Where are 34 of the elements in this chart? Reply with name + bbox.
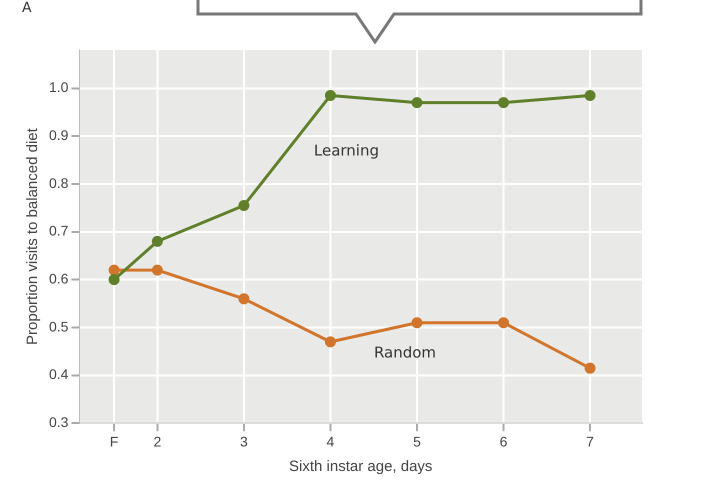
x-tick-label: 4 [326, 433, 335, 450]
x-tick-label: 2 [153, 433, 162, 450]
point [324, 336, 336, 348]
x-axis-title: Sixth instar age, days [289, 458, 432, 476]
series-label: Learning [314, 141, 380, 160]
y-tick-label: 0.8 [48, 174, 69, 191]
y-tick-label: 0.7 [48, 222, 69, 239]
point [152, 264, 163, 276]
point [108, 274, 120, 286]
x-tick-label: 7 [586, 433, 594, 450]
y-axis-title: Proportion visits to balanced diet [24, 127, 42, 345]
point [238, 200, 250, 211]
point [238, 293, 250, 304]
series-label: Random [374, 344, 436, 362]
y-tick-label: 1.0 [48, 79, 69, 96]
point [152, 236, 163, 247]
x-tick-label: 5 [413, 433, 422, 450]
y-tick-label: 0.9 [48, 126, 69, 143]
point [584, 90, 596, 101]
point [584, 362, 596, 374]
x-tick-label: F [110, 433, 118, 450]
y-tick-label: 0.3 [48, 414, 69, 430]
y-tick-label: 0.4 [48, 366, 69, 382]
y-tick-label: 0.6 [48, 270, 69, 287]
point [411, 317, 422, 328]
point [108, 264, 120, 276]
point [498, 317, 510, 328]
point [411, 97, 422, 108]
point [498, 97, 510, 108]
y-tick-label: 0.5 [48, 318, 69, 334]
text: A [22, 0, 32, 16]
point [324, 90, 336, 101]
x-tick-label: 6 [500, 433, 508, 450]
x-tick-label: 3 [240, 433, 248, 450]
